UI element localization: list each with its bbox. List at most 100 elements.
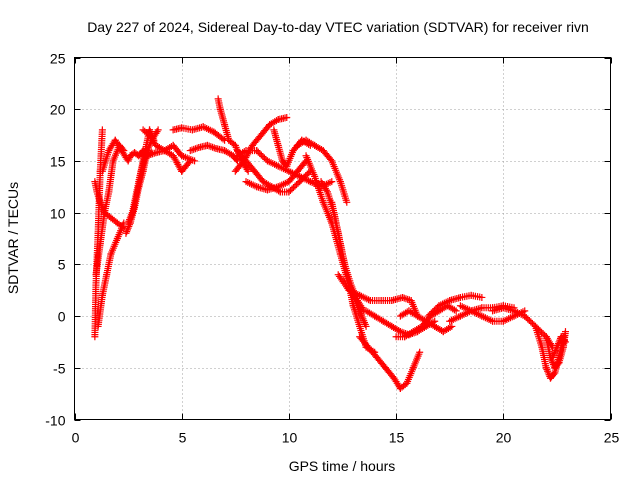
- data-point: [193, 144, 201, 152]
- data-point: [549, 352, 557, 360]
- data-point: [153, 128, 161, 136]
- series-arc3: [92, 141, 128, 279]
- data-point: [203, 141, 211, 149]
- data-point: [257, 151, 265, 159]
- series-arc29: [424, 291, 486, 320]
- data-point: [432, 305, 440, 313]
- data-point: [293, 181, 301, 189]
- x-tick-label: 20: [496, 430, 512, 446]
- data-point: [400, 294, 408, 302]
- x-tick-label: 15: [389, 430, 405, 446]
- data-point: [123, 228, 131, 236]
- data-point: [452, 307, 460, 315]
- data-point: [527, 318, 535, 326]
- data-point: [555, 338, 563, 346]
- y-tick-label: -5: [53, 361, 66, 377]
- series-arc25: [356, 333, 424, 392]
- series-arc13: [169, 123, 229, 144]
- data-point: [125, 222, 133, 230]
- data-point: [210, 144, 218, 152]
- data-point: [362, 322, 370, 330]
- data-point: [429, 308, 437, 316]
- x-tick-label: 25: [604, 430, 620, 446]
- chart-title: Day 227 of 2024, Sidereal Day-to-day VTE…: [87, 19, 589, 35]
- x-tick-label: 5: [179, 430, 187, 446]
- y-tick-label: -10: [45, 413, 65, 429]
- series-arc35: [549, 333, 569, 361]
- data-point: [186, 147, 194, 155]
- data-point: [256, 150, 264, 158]
- y-tick-label: 5: [58, 257, 66, 273]
- y-tick-label: 0: [58, 309, 66, 325]
- data-point: [404, 295, 412, 303]
- data-point: [254, 148, 262, 156]
- series-arc5: [98, 136, 132, 175]
- data-point: [544, 369, 552, 377]
- data-point: [544, 367, 552, 375]
- data-point: [253, 147, 261, 155]
- data-point: [294, 179, 302, 187]
- series-arc4: [94, 219, 128, 330]
- data-point: [219, 135, 227, 143]
- data-point: [283, 113, 291, 121]
- data-point: [126, 221, 134, 229]
- series-arc12: [186, 141, 241, 165]
- y-tick-label: 25: [50, 51, 66, 67]
- data-point: [259, 152, 267, 160]
- data-point: [359, 305, 367, 313]
- data-point: [205, 142, 213, 150]
- data-point: [190, 145, 198, 153]
- data-point: [543, 366, 551, 374]
- data-point: [549, 353, 557, 361]
- data-point: [550, 350, 558, 358]
- data-point: [446, 323, 454, 331]
- data-point: [188, 146, 196, 154]
- data-points: [91, 95, 569, 392]
- y-tick-label: 20: [50, 102, 66, 118]
- data-point: [554, 341, 562, 349]
- data-point: [399, 293, 407, 301]
- x-tick-label: 10: [282, 430, 298, 446]
- y-tick-label: 10: [50, 206, 66, 222]
- data-point: [539, 330, 547, 338]
- data-point: [521, 312, 529, 320]
- data-point: [426, 311, 434, 319]
- series-arc20: [293, 136, 351, 206]
- x-tick-labels: 0 5 10 15 20 25: [72, 430, 620, 446]
- y-axis-label: SDTVAR / TECUs: [5, 182, 21, 294]
- data-point: [124, 157, 132, 165]
- data-point: [528, 319, 536, 327]
- data-point: [560, 337, 568, 345]
- data-point: [154, 126, 162, 134]
- data-point: [524, 315, 532, 323]
- data-point: [232, 156, 240, 164]
- data-point: [98, 202, 106, 210]
- data-point: [430, 306, 438, 314]
- data-point: [260, 154, 268, 162]
- data-point: [286, 186, 294, 194]
- data-point: [551, 347, 559, 355]
- data-point: [243, 166, 251, 174]
- data-point: [207, 143, 215, 151]
- data-point: [525, 317, 533, 325]
- data-point: [124, 224, 132, 232]
- data-point: [96, 198, 104, 206]
- series-arc28: [396, 307, 456, 336]
- plot-frame: [74, 57, 611, 420]
- data-point: [561, 338, 569, 346]
- data-point: [416, 348, 424, 356]
- axis-ticks: [74, 57, 612, 421]
- y-tick-labels: -10 -5 0 5 10 15 20 25: [45, 51, 65, 429]
- data-point: [478, 293, 486, 301]
- series-arc11: [135, 126, 162, 186]
- series-arc16: [233, 147, 314, 196]
- data-point: [550, 370, 558, 378]
- data-point: [147, 151, 155, 159]
- grid: [74, 57, 611, 420]
- data-point: [343, 198, 351, 206]
- data-point: [150, 149, 158, 157]
- data-point: [209, 143, 217, 151]
- x-axis-label: GPS time / hours: [289, 458, 396, 474]
- data-point: [272, 117, 280, 125]
